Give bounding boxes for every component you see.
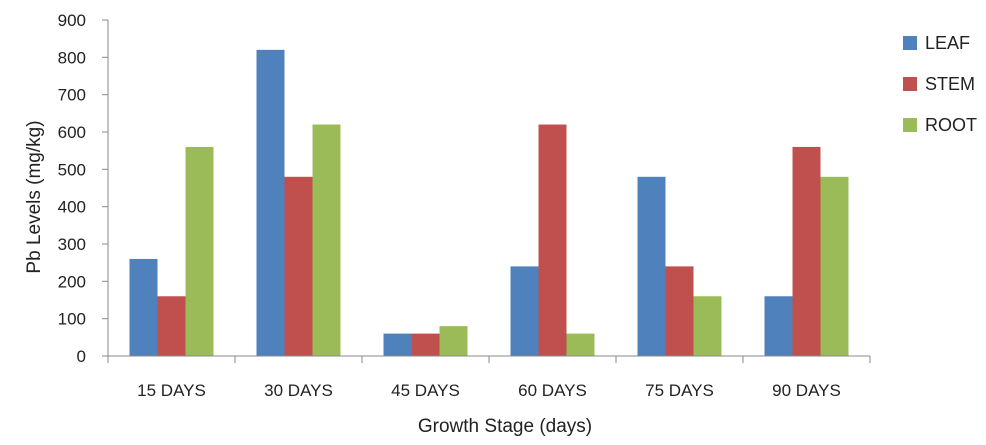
bar-leaf-45-days <box>383 333 412 356</box>
bar-stem-60-days <box>538 124 567 357</box>
bar-leaf-75-days <box>637 176 666 356</box>
bar-stem-30-days <box>284 176 313 356</box>
legend-label-leaf: LEAF <box>925 33 970 53</box>
bar-stem-45-days <box>411 333 440 356</box>
y-tick-label: 400 <box>58 198 86 217</box>
y-tick-label: 200 <box>58 272 86 291</box>
bar-stem-90-days <box>792 146 821 356</box>
y-tick-label: 100 <box>58 310 86 329</box>
bar-root-90-days <box>820 176 849 356</box>
legend-swatch-leaf <box>903 36 917 50</box>
bar-root-45-days <box>439 326 468 356</box>
legend-swatch-stem <box>903 77 917 91</box>
legend: LEAF STEM ROOT <box>903 33 977 135</box>
y-tick-label: 500 <box>58 160 86 179</box>
x-tick-label: 15 DAYS <box>137 381 206 400</box>
bars <box>129 49 849 357</box>
bar-stem-15-days <box>157 296 186 356</box>
bar-root-15-days <box>185 146 214 356</box>
y-tick-label: 700 <box>58 86 86 105</box>
x-axis-ticks: 15 DAYS 30 DAYS 45 DAYS 60 DAYS 75 DAYS 90 DA… <box>107 356 871 400</box>
bar-root-60-days <box>566 333 595 356</box>
bar-root-75-days <box>693 296 722 356</box>
legend-swatch-root <box>903 118 917 132</box>
y-axis-title: Pb Levels (mg/kg) <box>24 120 45 273</box>
x-axis-title: Growth Stage (days) <box>418 416 592 437</box>
y-axis-ticks: 0 100 200 300 400 500 600 700 800 900 <box>58 11 108 366</box>
y-tick-label: 0 <box>77 347 86 366</box>
bar-leaf-90-days <box>764 296 793 356</box>
y-tick-label: 600 <box>58 123 86 142</box>
bar-root-30-days <box>312 124 341 357</box>
x-tick-label: 30 DAYS <box>264 381 333 400</box>
x-tick-label: 75 DAYS <box>645 381 714 400</box>
y-tick-label: 900 <box>58 11 86 30</box>
bar-stem-75-days <box>665 266 694 356</box>
y-tick-label: 800 <box>58 48 86 67</box>
x-tick-label: 60 DAYS <box>518 381 587 400</box>
legend-label-root: ROOT <box>925 115 977 135</box>
x-tick-label: 90 DAYS <box>772 381 841 400</box>
legend-label-stem: STEM <box>925 74 975 94</box>
bar-leaf-30-days <box>256 49 285 356</box>
bar-leaf-15-days <box>129 258 158 356</box>
y-tick-label: 300 <box>58 235 86 254</box>
x-tick-label: 45 DAYS <box>391 381 460 400</box>
bar-leaf-60-days <box>510 266 539 356</box>
